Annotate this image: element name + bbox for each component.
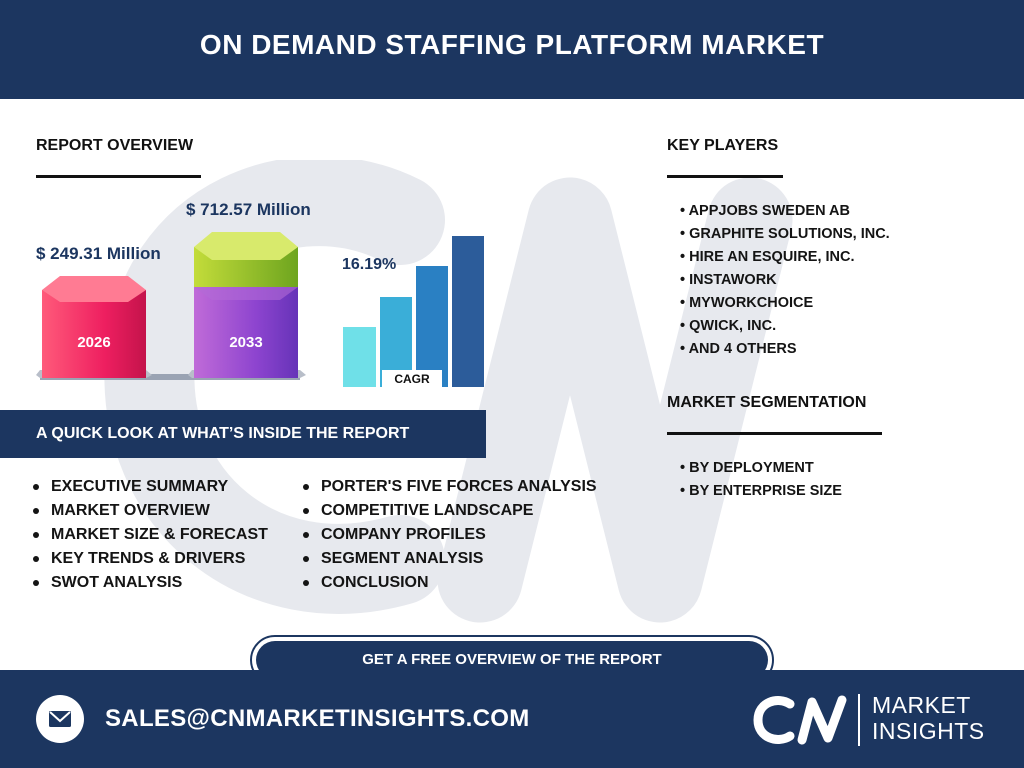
list-item: SWOT ANALYSIS — [33, 571, 268, 595]
value-2033-label: $ 712.57 Million — [186, 200, 311, 219]
quick-look-title: A QUICK LOOK AT WHAT’S INSIDE THE REPORT — [36, 425, 410, 442]
page-title: ON DEMAND STAFFING PLATFORM MARKET — [199, 29, 825, 60]
base-shadow — [40, 374, 300, 380]
cn-logo-icon — [753, 695, 847, 745]
prism-2033 — [188, 232, 306, 378]
list-item: • QWICK, INC. — [680, 318, 777, 334]
quick-look-list-2: PORTER'S FIVE FORCES ANALYSIS COMPETITIV… — [303, 475, 597, 595]
key-players-underline — [667, 175, 783, 178]
prism-2026 — [36, 276, 152, 378]
list-item: • INSTAWORK — [680, 272, 777, 288]
report-overview-title: REPORT OVERVIEW — [36, 137, 194, 154]
cagr-bar-4 — [452, 236, 484, 387]
logo-line-2: INSIGHTS — [872, 718, 985, 744]
list-item: • AND 4 OTHERS — [680, 341, 797, 357]
year-2033-label: 2033 — [229, 334, 263, 351]
list-item: CONCLUSION — [303, 571, 597, 595]
list-item: PORTER'S FIVE FORCES ANALYSIS — [303, 475, 597, 499]
cagr-value: 16.19% — [342, 256, 397, 273]
value-2026-label: $ 249.31 Million — [36, 244, 161, 263]
header-banner: ON DEMAND STAFFING PLATFORM MARKET — [0, 0, 1024, 99]
list-item: • MYWORKCHOICE — [680, 295, 814, 311]
cagr-bars — [343, 236, 484, 387]
quick-look-list-1: EXECUTIVE SUMMARY MARKET OVERVIEW MARKET… — [33, 475, 268, 595]
logo-text: MARKET INSIGHTS — [872, 692, 985, 744]
list-item: KEY TRENDS & DRIVERS — [33, 547, 268, 571]
segmentation-list: • BY DEPLOYMENT • BY ENTERPRISE SIZE — [680, 457, 842, 503]
year-2026-label: 2026 — [77, 334, 111, 351]
list-item: • GRAPHITE SOLUTIONS, INC. — [680, 226, 890, 242]
list-item: SEGMENT ANALYSIS — [303, 547, 597, 571]
segmentation-title: MARKET SEGMENTATION — [667, 394, 867, 411]
footer: SALES@CNMARKETINSIGHTS.COM MARKET INSIGH… — [0, 670, 1024, 768]
list-item: • HIRE AN ESQUIRE, INC. — [680, 249, 855, 265]
email-link[interactable]: SALES@CNMARKETINSIGHTS.COM — [105, 705, 530, 732]
list-item: EXECUTIVE SUMMARY — [33, 475, 268, 499]
key-players-title: KEY PLAYERS — [667, 137, 779, 154]
quick-look-banner: A QUICK LOOK AT WHAT’S INSIDE THE REPORT — [0, 410, 486, 458]
cagr-bar-1 — [343, 327, 376, 387]
report-overview-underline — [36, 175, 201, 178]
list-item: COMPANY PROFILES — [303, 523, 597, 547]
market-size-chart — [36, 232, 484, 387]
list-item: • BY ENTERPRISE SIZE — [680, 483, 842, 499]
cn-watermark-icon — [104, 160, 793, 623]
logo-line-1: MARKET — [872, 692, 971, 718]
key-players-list: • APPJOBS SWEDEN AB • GRAPHITE SOLUTIONS… — [680, 200, 890, 361]
list-item: MARKET OVERVIEW — [33, 499, 268, 523]
list-item: • BY DEPLOYMENT — [680, 460, 814, 476]
envelope-icon[interactable] — [36, 695, 84, 743]
list-item: COMPETITIVE LANDSCAPE — [303, 499, 597, 523]
cagr-label: CAGR — [382, 370, 442, 388]
segmentation-underline — [667, 432, 882, 435]
list-item: MARKET SIZE & FORECAST — [33, 523, 268, 547]
list-item: • APPJOBS SWEDEN AB — [680, 203, 850, 219]
logo-separator — [858, 694, 860, 746]
cagr-bar-3 — [416, 266, 448, 387]
